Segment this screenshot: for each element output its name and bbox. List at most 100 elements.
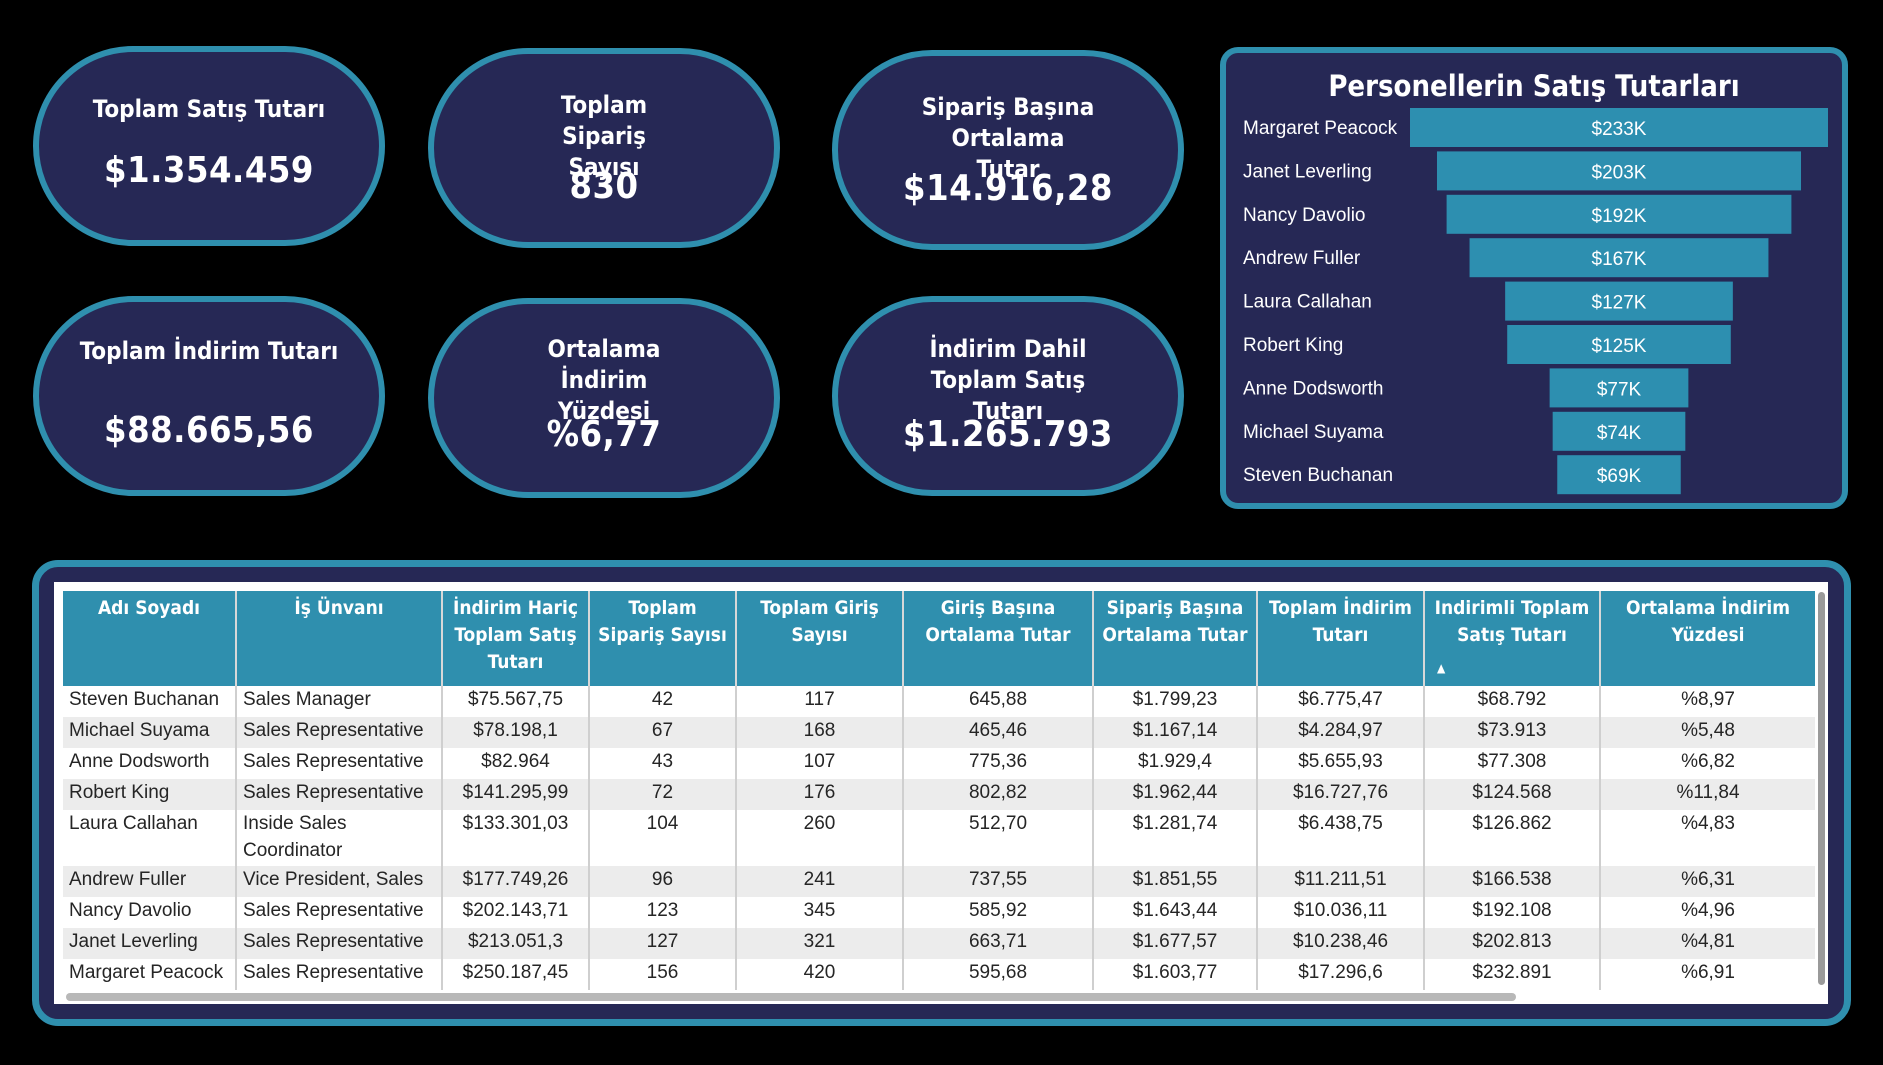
table-cell: 420 <box>735 959 903 990</box>
table-cell: %4,81 <box>1599 928 1815 959</box>
sort-ascending-icon: ▲ <box>1437 661 1446 675</box>
chart-data-label: $125K <box>1592 336 1647 357</box>
table-row[interactable]: Anne Dodsworth Sales Representative $82.96… <box>63 748 1815 779</box>
table-cell: $1.603,77 <box>1092 959 1257 990</box>
table-cell: $1.962,44 <box>1092 779 1257 810</box>
table-row[interactable]: Margaret Peacock Sales Representative $250… <box>63 959 1815 990</box>
kpi-total-discount: Toplam İndirim Tutarı $88.665,56 <box>33 296 385 496</box>
column-header[interactable]: Toplam Sipariş Sayısı <box>588 591 736 686</box>
column-header-label: Indirimli Toplam Satış Tutarı <box>1434 597 1590 646</box>
chart-bar[interactable] <box>1505 281 1733 321</box>
table-cell: $11.211,51 <box>1256 866 1424 897</box>
table-cell: 663,71 <box>902 928 1093 959</box>
table-cell: 96 <box>588 866 736 897</box>
column-header[interactable]: Sipariş Başına Ortalama Tutar <box>1092 591 1257 686</box>
column-header[interactable]: Indirimli Toplam Satış Tutarı ▲ <box>1423 591 1600 686</box>
chart-bar[interactable] <box>1549 368 1689 408</box>
table-row[interactable]: Michael Suyama Sales Representative $78.19… <box>63 717 1815 748</box>
chart-bar[interactable] <box>1557 455 1681 495</box>
employee-table-container: Adı Soyadı İş Ünvanı İndirim Hariç Toplam … <box>54 582 1828 1004</box>
chart-data-label: $233K <box>1592 119 1647 140</box>
table-cell: Sales Representative <box>235 928 442 959</box>
table-cell: Vice President, Sales <box>235 866 442 897</box>
column-header[interactable]: İş Ünvanı <box>235 591 442 686</box>
column-header-label: Sipariş Başına Ortalama Tutar <box>1102 597 1248 646</box>
column-header[interactable]: Toplam İndirim Tutarı <box>1256 591 1424 686</box>
table-row[interactable]: Andrew Fuller Vice President, Sales $177.7… <box>63 866 1815 897</box>
table-cell: $192.108 <box>1423 897 1600 928</box>
table-cell: Laura Callahan <box>63 810 236 866</box>
table-cell: $6.775,47 <box>1256 686 1424 717</box>
employee-table: Adı Soyadı İş Ünvanı İndirim Hariç Toplam … <box>63 591 1815 990</box>
table-cell: $133.301,03 <box>441 810 589 866</box>
table-cell: 42 <box>588 686 736 717</box>
column-header-label: İndirim Hariç Toplam Satış Tutarı <box>453 597 578 673</box>
table-row[interactable]: Steven Buchanan Sales Manager $75.567,75 42… <box>63 686 1815 717</box>
kpi-total-sales: Toplam Satış Tutarı $1.354.459 <box>33 46 385 246</box>
kpi-value: 830 <box>569 166 639 207</box>
chart-category-label: Andrew Fuller <box>1243 248 1361 269</box>
chart-data-label: $167K <box>1592 249 1647 270</box>
table-cell: $4.284,97 <box>1256 717 1424 748</box>
kpi-label: İndirim Dahil Toplam Satış Tutarı <box>929 335 1087 425</box>
table-cell: $77.308 <box>1423 748 1600 779</box>
column-header-label: Toplam Sipariş Sayısı <box>598 597 727 646</box>
table-cell: $232.891 <box>1423 959 1600 990</box>
table-cell: Margaret Peacock <box>63 959 236 990</box>
table-cell: 176 <box>735 779 903 810</box>
table-cell: $1.167,14 <box>1092 717 1257 748</box>
table-row[interactable]: Laura Callahan Inside Sales Coordinator $1… <box>63 810 1815 866</box>
table-cell: $68.792 <box>1423 686 1600 717</box>
table-cell: Sales Manager <box>235 686 442 717</box>
table-cell: Sales Representative <box>235 897 442 928</box>
chart-data-label: $77K <box>1597 379 1642 400</box>
column-header[interactable]: Ortalama İndirim Yüzdesi <box>1599 591 1815 686</box>
chart-category-label: Steven Buchanan <box>1243 465 1393 486</box>
table-cell: Nancy Davolio <box>63 897 236 928</box>
table-cell: $1.281,74 <box>1092 810 1257 866</box>
table-cell: 107 <box>735 748 903 779</box>
table-cell: %11,84 <box>1599 779 1815 810</box>
sales-by-employee-chart: Personellerin Satış Tutarları Margaret P… <box>1220 47 1848 509</box>
table-cell: 117 <box>735 686 903 717</box>
horizontal-scrollbar[interactable] <box>66 993 1516 1001</box>
table-cell: Robert King <box>63 779 236 810</box>
table-cell: 595,68 <box>902 959 1093 990</box>
table-cell: %6,91 <box>1599 959 1815 990</box>
chart-bar[interactable] <box>1446 194 1792 234</box>
vertical-scrollbar[interactable] <box>1818 592 1825 985</box>
table-cell: 512,70 <box>902 810 1093 866</box>
table-cell: Anne Dodsworth <box>63 748 236 779</box>
table-cell: $177.749,26 <box>441 866 589 897</box>
chart-bar[interactable] <box>1469 238 1769 278</box>
table-cell: %6,31 <box>1599 866 1815 897</box>
table-cell: 345 <box>735 897 903 928</box>
table-cell: %5,48 <box>1599 717 1815 748</box>
chart-bar[interactable] <box>1552 411 1686 451</box>
table-row[interactable]: Robert King Sales Representative $141.295,… <box>63 779 1815 810</box>
table-row[interactable]: Janet Leverling Sales Representative $213.… <box>63 928 1815 959</box>
kpi-total-orders: Toplam Sipariş Sayısı 830 <box>428 48 780 248</box>
kpi-value: %6,77 <box>546 414 662 455</box>
column-header[interactable]: Giriş Başına Ortalama Tutar <box>902 591 1093 686</box>
kpi-label: Toplam Sipariş Sayısı <box>560 91 648 181</box>
table-cell: Michael Suyama <box>63 717 236 748</box>
chart-bar[interactable] <box>1507 325 1731 364</box>
table-cell: $10.238,46 <box>1256 928 1424 959</box>
kpi-label: Ortalama İndirim Yüzdesi <box>547 335 661 425</box>
chart-bar[interactable] <box>1436 151 1802 191</box>
table-cell: 241 <box>735 866 903 897</box>
table-header-row: Adı Soyadı İş Ünvanı İndirim Hariç Toplam … <box>63 591 1815 686</box>
column-header[interactable]: Adı Soyadı <box>63 591 236 686</box>
column-header[interactable]: Toplam Giriş Sayısı <box>735 591 903 686</box>
table-cell: $73.913 <box>1423 717 1600 748</box>
chart-category-label: Janet Leverling <box>1243 161 1372 182</box>
table-cell: $202.813 <box>1423 928 1600 959</box>
table-cell: $82.964 <box>441 748 589 779</box>
table-row[interactable]: Nancy Davolio Sales Representative $202.14… <box>63 897 1815 928</box>
table-cell: $6.438,75 <box>1256 810 1424 866</box>
chart-bar[interactable] <box>1410 108 1828 147</box>
kpi-label: Toplam Satış Tutarı <box>92 95 326 123</box>
column-header[interactable]: İndirim Hariç Toplam Satış Tutarı <box>441 591 589 686</box>
table-cell: %6,82 <box>1599 748 1815 779</box>
